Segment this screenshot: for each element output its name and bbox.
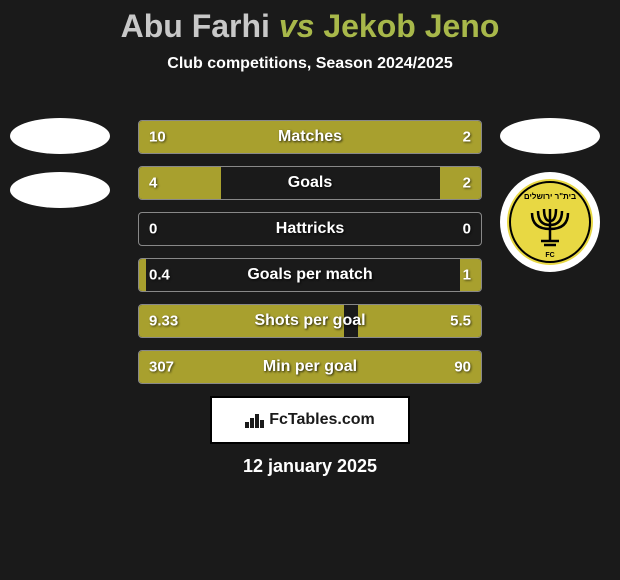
menorah-icon: בית"ר ירושלים FC [507, 179, 593, 265]
title-vs: vs [279, 8, 315, 44]
stat-label: Shots per goal [254, 312, 365, 330]
value-left: 0 [149, 221, 157, 238]
value-right: 2 [463, 129, 471, 146]
value-right: 5.5 [450, 313, 471, 330]
comparison-chart: 10 2 Matches 4 2 Goals 0 0 Hattricks 0.4 1 Goals pe… [138, 120, 482, 396]
stat-row-min-per-goal: 307 90 Min per goal [138, 350, 482, 384]
value-right: 1 [463, 267, 471, 284]
value-left: 307 [149, 359, 174, 376]
bar-chart-icon [245, 412, 265, 428]
value-left: 4 [149, 175, 157, 192]
footer-text: FcTables.com [245, 411, 375, 429]
stat-label: Matches [278, 128, 342, 146]
value-left: 0.4 [149, 267, 170, 284]
bar-right [423, 121, 481, 153]
value-right: 2 [463, 175, 471, 192]
footer-site: FcTables.com [269, 411, 375, 429]
svg-text:FC: FC [545, 252, 554, 259]
value-left: 10 [149, 129, 166, 146]
player1-club-logo-1 [10, 118, 110, 154]
value-right: 90 [454, 359, 471, 376]
footer-branding: FcTables.com [210, 396, 410, 444]
stat-label: Goals per match [247, 266, 372, 284]
stat-label: Goals [288, 174, 332, 192]
svg-text:בית"ר ירושלים: בית"ר ירושלים [524, 192, 576, 201]
beitar-logo-inner: בית"ר ירושלים FC [507, 179, 593, 265]
right-logo-stack: בית"ר ירושלים FC [500, 118, 600, 272]
footer-date: 12 january 2025 [243, 456, 377, 477]
page-title: Abu Farhi vs Jekob Jeno [0, 0, 620, 45]
stat-row-shots-per-goal: 9.33 5.5 Shots per goal [138, 304, 482, 338]
value-left: 9.33 [149, 313, 178, 330]
bar-right [440, 167, 481, 199]
subtitle: Club competitions, Season 2024/2025 [0, 55, 620, 73]
stat-row-matches: 10 2 Matches [138, 120, 482, 154]
stat-row-hattricks: 0 0 Hattricks [138, 212, 482, 246]
value-right: 0 [463, 221, 471, 238]
player2-club-logo-1 [500, 118, 600, 154]
stat-label: Min per goal [263, 358, 357, 376]
title-player2: Jekob Jeno [323, 8, 499, 44]
title-player1: Abu Farhi [121, 8, 270, 44]
player1-club-logo-2 [10, 172, 110, 208]
stat-row-goals: 4 2 Goals [138, 166, 482, 200]
bar-left [139, 259, 146, 291]
stat-label: Hattricks [276, 220, 344, 238]
stat-row-goals-per-match: 0.4 1 Goals per match [138, 258, 482, 292]
left-logo-stack [10, 118, 110, 226]
player2-club-logo-2: בית"ר ירושלים FC [500, 172, 600, 272]
